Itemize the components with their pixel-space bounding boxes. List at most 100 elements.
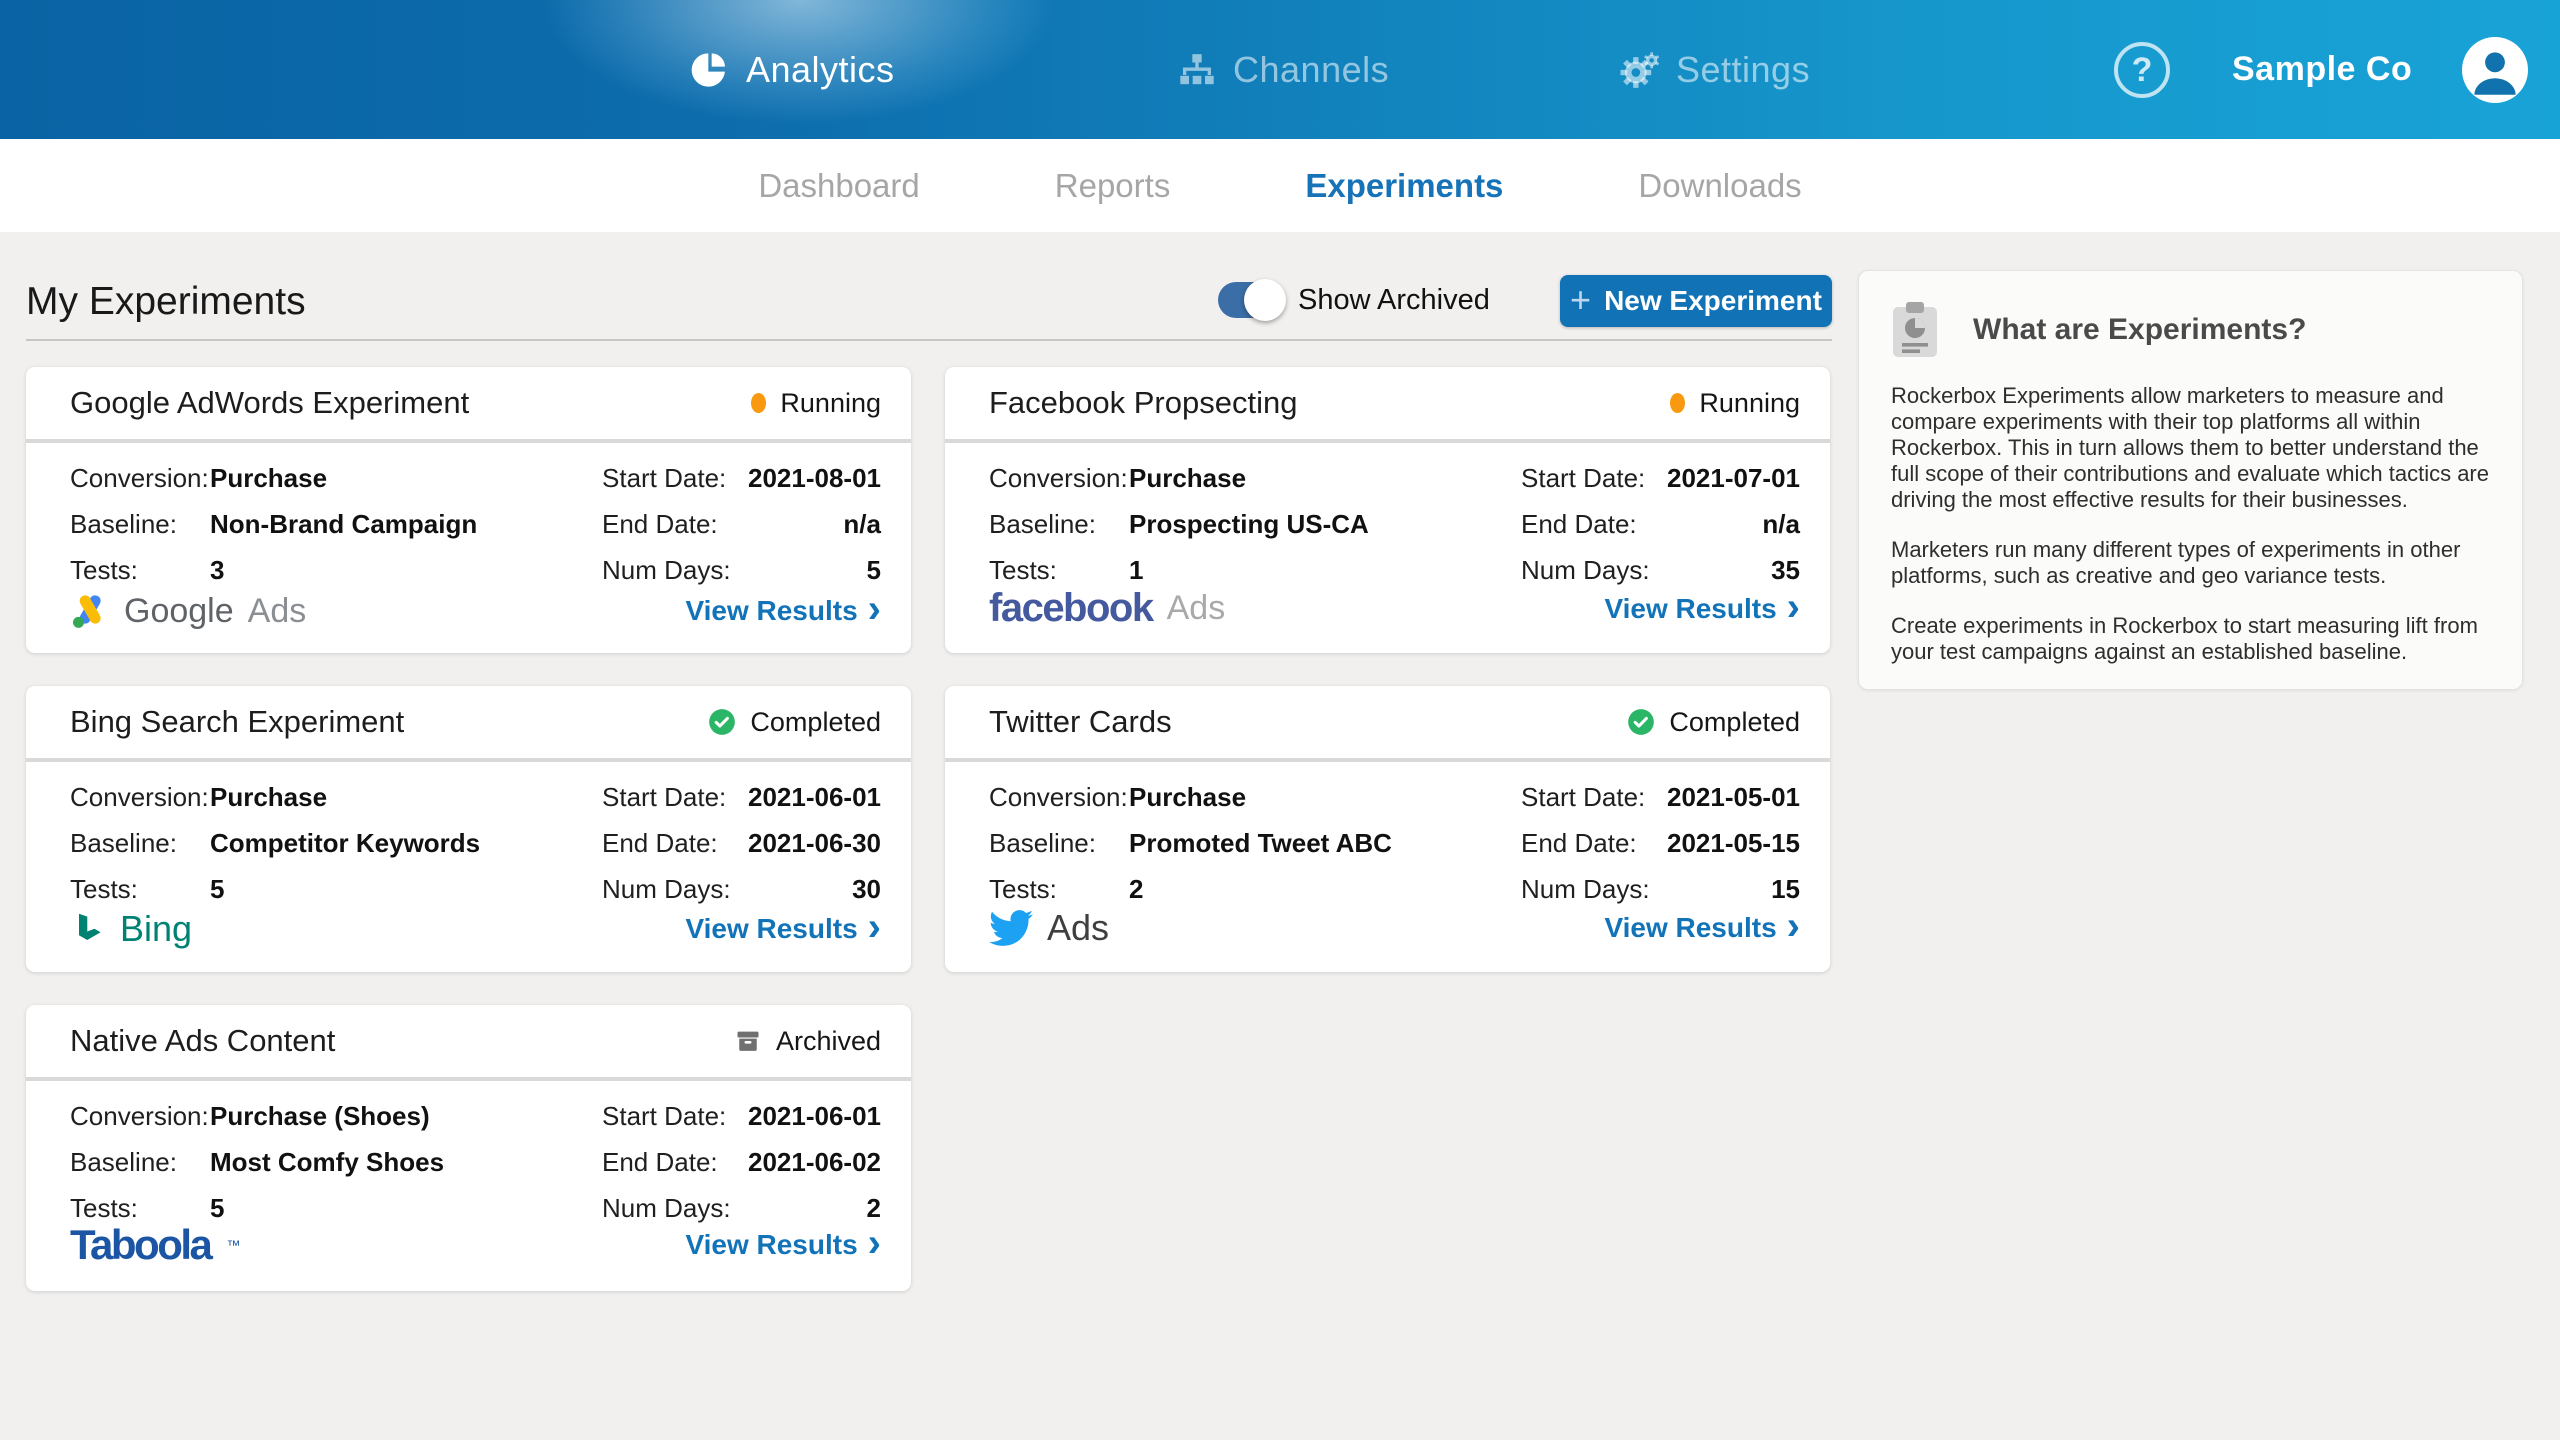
tab-downloads[interactable]: Downloads bbox=[1638, 166, 1802, 204]
taboola-logo: Taboola ™ bbox=[70, 1221, 241, 1268]
google-ads-icon bbox=[73, 595, 101, 628]
experiment-card-taboola: Native Ads Content Archived Conversion: P… bbox=[26, 1005, 911, 1291]
help-icon[interactable]: ? bbox=[2114, 42, 2170, 98]
new-experiment-button[interactable]: + New Experiment bbox=[1560, 275, 1832, 327]
start-date-value: 2021-08-01 bbox=[748, 463, 881, 493]
status-badge: Completed bbox=[708, 707, 881, 738]
conversion-value: Purchase bbox=[210, 463, 328, 493]
num-days-value: 35 bbox=[1771, 555, 1800, 585]
tab-experiments[interactable]: Experiments bbox=[1305, 166, 1504, 204]
gears-icon bbox=[1620, 50, 1660, 90]
divider bbox=[26, 758, 911, 762]
num-days-value: 2 bbox=[866, 1193, 881, 1223]
baseline-value: Prospecting US-CA bbox=[1129, 509, 1369, 539]
info-paragraph: Marketers run many different types of ex… bbox=[1891, 537, 2461, 588]
check-circle-icon bbox=[1628, 709, 1655, 735]
experiment-title: Twitter Cards bbox=[989, 704, 1172, 739]
pie-chart-icon bbox=[690, 50, 730, 90]
nav-label-channels: Channels bbox=[1233, 48, 1390, 90]
plus-icon: + bbox=[1570, 278, 1592, 320]
show-archived-toggle-group: Show Archived bbox=[1218, 279, 1490, 321]
nav-label-analytics: Analytics bbox=[746, 48, 895, 90]
experiment-title: Native Ads Content bbox=[70, 1023, 336, 1058]
experiment-title: Google AdWords Experiment bbox=[70, 385, 470, 420]
avatar[interactable] bbox=[2462, 37, 2528, 103]
experiment-card-twitter: Twitter Cards Completed Conversion: Purch… bbox=[945, 686, 1830, 972]
experiment-cards-grid: Google AdWords Experiment Running Conver… bbox=[26, 367, 1830, 1291]
chevron-right-icon: › bbox=[867, 587, 881, 631]
sub-nav: Dashboard Reports Experiments Downloads bbox=[0, 139, 2560, 232]
status-badge: Archived bbox=[734, 1026, 881, 1057]
end-date-value: n/a bbox=[843, 509, 881, 539]
check-circle-icon bbox=[709, 709, 736, 735]
account-name[interactable]: Sample Co bbox=[2232, 50, 2413, 88]
conversion-value: Purchase bbox=[210, 782, 328, 812]
divider bbox=[945, 439, 1830, 443]
chevron-right-icon: › bbox=[867, 905, 881, 949]
start-date-value: 2021-06-01 bbox=[748, 782, 881, 812]
page-title: My Experiments bbox=[26, 280, 306, 323]
nav-item-analytics[interactable]: Analytics bbox=[690, 0, 895, 139]
status-badge: Running bbox=[1670, 388, 1800, 419]
tests-value: 1 bbox=[1129, 555, 1144, 585]
experiment-card-facebook: Facebook Propsecting Running Conversion:… bbox=[945, 367, 1830, 653]
tab-reports[interactable]: Reports bbox=[1054, 166, 1171, 204]
person-icon bbox=[2474, 52, 2516, 95]
facebook-logo: facebook Ads bbox=[989, 586, 1226, 630]
end-date-value: n/a bbox=[1762, 509, 1800, 539]
view-results-link[interactable]: View Results › bbox=[685, 587, 881, 631]
running-dot-icon bbox=[1670, 393, 1686, 413]
info-paragraph: Rockerbox Experiments allow marketers to… bbox=[1891, 383, 2489, 512]
content-area: My Experiments Show Archived + New Exper… bbox=[0, 232, 2560, 1440]
clipboard-chart-icon bbox=[1893, 302, 1937, 357]
baseline-value: Competitor Keywords bbox=[210, 828, 481, 858]
top-nav: Analytics Channels bbox=[0, 0, 2560, 139]
view-results-link[interactable]: View Results › bbox=[1604, 904, 1800, 948]
nav-item-channels[interactable]: Channels bbox=[1177, 0, 1389, 139]
baseline-value: Most Comfy Shoes bbox=[210, 1147, 445, 1177]
tests-value: 2 bbox=[1129, 874, 1144, 904]
tests-value: 5 bbox=[210, 1193, 225, 1223]
end-date-value: 2021-05-15 bbox=[1667, 828, 1800, 858]
info-panel-title: What are Experiments? bbox=[1973, 313, 2307, 346]
experiment-title: Bing Search Experiment bbox=[70, 704, 405, 739]
view-results-link[interactable]: View Results › bbox=[685, 1221, 881, 1265]
page-header: My Experiments Show Archived + New Exper… bbox=[26, 270, 1832, 341]
divider bbox=[26, 439, 911, 443]
info-paragraph: Create experiments in Rockerbox to start… bbox=[1891, 613, 2478, 664]
view-results-link[interactable]: View Results › bbox=[685, 905, 881, 949]
tests-value: 5 bbox=[210, 874, 225, 904]
experiment-card-bing: Bing Search Experiment Completed Convers… bbox=[26, 686, 911, 972]
info-panel: What are Experiments? Rockerbox Experime… bbox=[1858, 270, 2523, 690]
show-archived-toggle[interactable] bbox=[1218, 279, 1286, 321]
chevron-right-icon: › bbox=[1786, 584, 1800, 629]
nav-label-settings: Settings bbox=[1676, 48, 1811, 90]
running-dot-icon bbox=[751, 393, 767, 413]
start-date-value: 2021-05-01 bbox=[1667, 782, 1800, 812]
twitter-bird-icon bbox=[989, 910, 1033, 946]
tab-dashboard[interactable]: Dashboard bbox=[758, 166, 920, 204]
twitter-ads-logo: Ads bbox=[989, 906, 1109, 950]
sitemap-icon bbox=[1177, 50, 1217, 90]
divider bbox=[945, 758, 1830, 762]
status-badge: Running bbox=[751, 388, 881, 419]
num-days-value: 15 bbox=[1771, 874, 1800, 904]
toggle-knob bbox=[1244, 279, 1286, 321]
tests-value: 3 bbox=[210, 555, 225, 585]
end-date-value: 2021-06-02 bbox=[748, 1147, 881, 1177]
start-date-value: 2021-06-01 bbox=[748, 1101, 881, 1131]
conversion-value: Purchase bbox=[1129, 782, 1247, 812]
view-results-link[interactable]: View Results › bbox=[1604, 584, 1800, 629]
conversion-value: Purchase bbox=[1129, 463, 1247, 493]
bing-logo: Bing bbox=[70, 908, 192, 950]
experiment-card-google: Google AdWords Experiment Running Conver… bbox=[26, 367, 911, 653]
experiment-title: Facebook Propsecting bbox=[989, 385, 1298, 420]
start-date-value: 2021-07-01 bbox=[1667, 463, 1800, 493]
chevron-right-icon: › bbox=[1786, 904, 1800, 948]
num-days-value: 30 bbox=[852, 874, 881, 904]
google-ads-logo: Google Ads bbox=[70, 591, 306, 631]
chevron-right-icon: › bbox=[867, 1221, 881, 1265]
baseline-value: Promoted Tweet ABC bbox=[1129, 828, 1392, 858]
bing-icon bbox=[79, 913, 101, 940]
nav-item-settings[interactable]: Settings bbox=[1620, 0, 1810, 139]
